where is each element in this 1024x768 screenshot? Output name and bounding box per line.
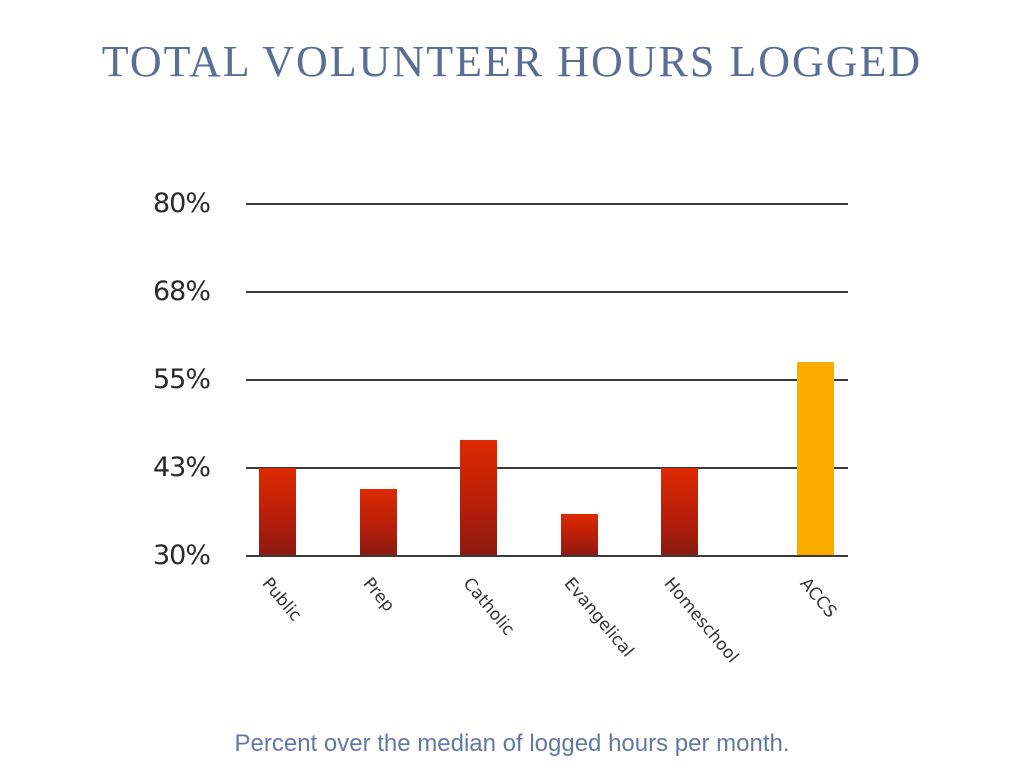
chart-caption: Percent over the median of logged hours … <box>234 730 790 757</box>
y-tick-label: 30% <box>152 540 211 571</box>
bar-catholic <box>460 439 497 556</box>
x-tick-label: Homeschool <box>659 574 743 668</box>
y-tick-label: 55% <box>152 364 211 395</box>
y-tick-label: 80% <box>152 188 211 219</box>
gridline <box>246 291 848 293</box>
x-tick-label: Catholic <box>458 574 519 640</box>
x-tick-label: Public <box>257 574 306 626</box>
y-tick-label: 68% <box>152 276 211 307</box>
x-axis-baseline <box>246 555 848 557</box>
bar-prep <box>360 489 397 556</box>
chart-title: TOTAL VOLUNTEER HOURS LOGGED <box>101 37 923 86</box>
bar-public <box>259 468 296 556</box>
x-tick-label: Prep <box>358 574 399 616</box>
bar-evangelical <box>561 513 598 556</box>
bar-homeschool <box>661 468 698 556</box>
bar-accs <box>797 362 834 556</box>
y-tick-label: 43% <box>152 452 211 483</box>
gridline <box>246 379 848 381</box>
x-tick-label: ACCS <box>795 574 841 622</box>
gridline <box>246 467 848 469</box>
x-tick-label: Evangelical <box>559 574 638 662</box>
gridline <box>246 203 848 205</box>
